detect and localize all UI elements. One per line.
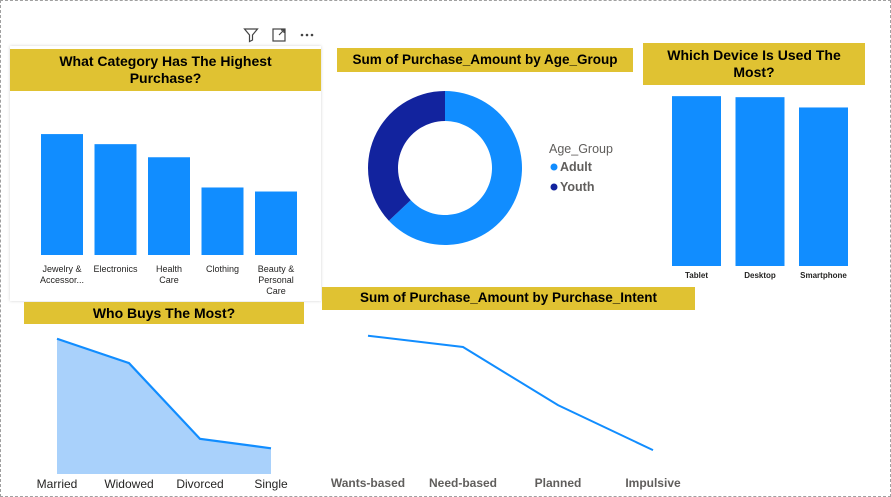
legend-title: Age_Group	[549, 142, 613, 156]
intent-tick-label-0: Wants-based	[331, 476, 405, 490]
marital-tick-label-0: Married	[37, 477, 78, 491]
category-bar-0	[41, 134, 83, 255]
marital-area-chart: Married Widowed Divorced Single	[37, 337, 288, 491]
category-tick-label-3: Clothing	[206, 264, 239, 274]
marital-chart-title: Who Buys The Most?	[24, 302, 304, 324]
category-bar-4	[255, 191, 297, 255]
legend-marker-youth	[550, 183, 558, 191]
marital-area-fill	[57, 338, 271, 474]
marital-tick-label-2: Divorced	[176, 477, 223, 491]
device-tick-label-2: Smartphone	[800, 271, 847, 280]
filter-icon[interactable]	[242, 26, 260, 44]
category-chart-title: What Category Has The Highest Purchase?	[10, 49, 321, 91]
device-bar-1	[735, 97, 785, 266]
marital-tick-label-3: Single	[254, 477, 288, 491]
focus-mode-icon[interactable]	[270, 26, 288, 44]
intent-tick-label-3: Impulsive	[625, 476, 681, 490]
intent-line	[367, 334, 654, 452]
category-tick-label-1: Electronics	[93, 264, 138, 274]
age-group-donut-chart: Age_Group Adult Youth	[368, 91, 613, 245]
age-group-visual[interactable]: Sum of Purchase_Amount by Age_Group Age_…	[337, 46, 633, 286]
more-options-icon[interactable]	[298, 26, 316, 44]
device-visual[interactable]: Which Device Is Used The Most? Tablet Des…	[643, 43, 865, 288]
category-bar-3	[201, 187, 244, 255]
visual-header-toolbar	[242, 26, 316, 44]
device-tick-label-1: Desktop	[744, 271, 776, 280]
intent-visual[interactable]: Sum of Purchase_Amount by Purchase_Inten…	[322, 287, 695, 497]
legend-item-adult: Adult	[560, 160, 593, 174]
intent-line-chart: Wants-based Need-based Planned Impulsive	[331, 334, 681, 490]
device-chart-title: Which Device Is Used The Most?	[643, 43, 865, 85]
marital-visual[interactable]: Who Buys The Most? Married Widowed Divorce…	[24, 302, 304, 497]
category-bar-2	[148, 157, 190, 255]
legend-marker-adult	[550, 163, 558, 171]
category-tick-label-4: Beauty & Personal Care	[258, 264, 295, 296]
age-group-chart-title: Sum of Purchase_Amount by Age_Group	[337, 48, 633, 72]
category-visual[interactable]: What Category Has The Highest Purchase? …	[10, 46, 321, 301]
category-tick-label-0: Jewelry & Accessor...	[40, 264, 84, 285]
device-tick-label-0: Tablet	[685, 271, 708, 280]
marital-area-line	[56, 337, 272, 450]
device-bar-2	[799, 107, 848, 267]
donut-slice-youth	[368, 91, 445, 221]
category-bar-1	[94, 144, 137, 255]
intent-tick-label-2: Planned	[535, 476, 582, 490]
device-bar-0	[672, 96, 721, 266]
intent-chart-title: Sum of Purchase_Amount by Purchase_Inten…	[322, 287, 695, 310]
category-bar-chart: Jewelry & Accessor... Electronics Health Car…	[40, 134, 297, 296]
legend-item-youth: Youth	[560, 180, 594, 194]
category-tick-label-2: Health Care	[156, 264, 182, 285]
device-bar-chart: Tablet Desktop Smartphone	[672, 96, 848, 280]
donut-slice-adult	[388, 91, 522, 245]
marital-tick-label-1: Widowed	[104, 477, 153, 491]
intent-tick-label-1: Need-based	[429, 476, 497, 490]
